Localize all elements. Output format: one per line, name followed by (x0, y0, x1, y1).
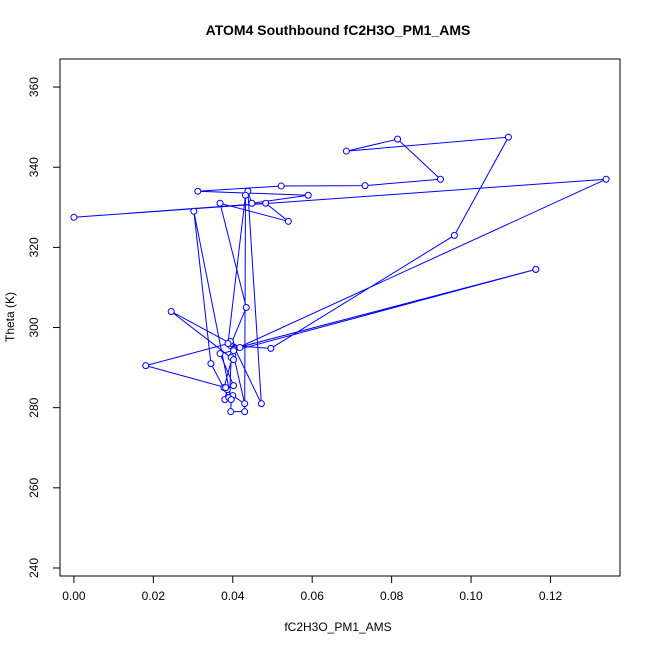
data-point (190, 207, 198, 215)
plot-frame (59, 58, 621, 577)
data-point (167, 307, 175, 315)
data-point (230, 382, 238, 390)
y-tick-label: 360 (27, 77, 41, 97)
data-point (284, 217, 292, 225)
data-point (532, 265, 540, 273)
x-tick-label: 0.12 (539, 589, 563, 603)
data-point (342, 147, 350, 155)
x-tick-label: 0.04 (221, 589, 245, 603)
data-point (222, 384, 230, 392)
x-tick-label: 0.06 (301, 589, 325, 603)
data-point (236, 344, 244, 352)
data-point (304, 191, 312, 199)
x-tick-label: 0.02 (142, 589, 166, 603)
data-point (227, 408, 235, 416)
y-tick-label: 300 (27, 317, 41, 337)
data-point (242, 303, 250, 311)
data-point (450, 231, 458, 239)
data-point (257, 400, 265, 408)
data-point (230, 356, 238, 364)
x-tick-label: 0.00 (62, 589, 86, 603)
data-point (224, 340, 232, 348)
data-point (241, 191, 249, 199)
y-tick-label: 340 (27, 157, 41, 177)
y-tick-label: 260 (27, 477, 41, 497)
data-point (436, 175, 444, 183)
data-point (216, 350, 224, 358)
x-axis: 0.00 0.02 0.04 0.06 0.08 0.10 0.12 (62, 575, 563, 603)
data-point (142, 362, 150, 370)
data-point (227, 396, 235, 404)
x-axis-label: fC2H3O_PM1_AMS (284, 620, 391, 634)
data-point (216, 199, 224, 207)
y-tick-label: 240 (27, 558, 41, 578)
y-tick-label: 320 (27, 237, 41, 257)
y-tick-label: 280 (27, 397, 41, 417)
x-tick-label: 0.08 (380, 589, 404, 603)
series-layer (70, 133, 610, 416)
data-point (394, 135, 402, 143)
data-point (241, 400, 249, 408)
data-point (194, 187, 202, 195)
data-point (230, 347, 238, 355)
data-point (277, 182, 285, 190)
data-point (248, 199, 256, 207)
data-point (361, 182, 369, 190)
data-point (70, 213, 78, 221)
data-point (504, 133, 512, 141)
x-tick-label: 0.10 (459, 589, 483, 603)
series-line (73, 136, 607, 413)
data-point (207, 360, 215, 368)
data-point (602, 175, 610, 183)
data-point (262, 199, 270, 207)
chart-title: ATOM4 Southbound fC2H3O_PM1_AMS (206, 22, 471, 38)
data-point (241, 408, 249, 416)
data-point (267, 344, 275, 352)
y-axis-label: Theta (K) (3, 292, 17, 342)
y-axis: 240 260 280 300 320 340 360 (27, 77, 61, 578)
